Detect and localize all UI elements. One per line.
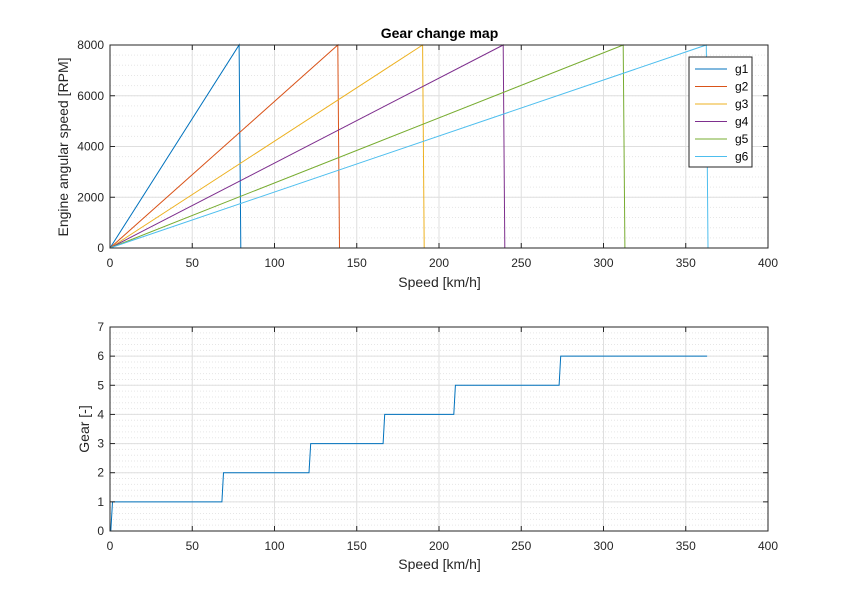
gear-change-map-axes: 0 50 100 150 200 250 300 350 4000200040006000800… [55, 25, 778, 290]
x-tick-label: 0 [107, 256, 114, 270]
legend-label-g6: g6 [735, 150, 749, 164]
x-tick-label: 150 [347, 256, 367, 270]
legend-box [688, 56, 753, 168]
y-axis-label: Engine angular speed [RPM] [55, 58, 71, 237]
chart-title: Gear change map [381, 25, 499, 41]
x-axis-label: Speed [km/h] [398, 274, 481, 290]
legend-label-g1: g1 [735, 62, 749, 76]
x-tick-label: 0 [107, 539, 114, 553]
y-tick-label: 0 [97, 524, 104, 538]
x-tick-label: 400 [758, 256, 778, 270]
y-tick-label: 4 [97, 407, 104, 421]
x-axis-label: Speed [km/h] [398, 556, 481, 572]
legend-label-g2: g2 [735, 80, 749, 94]
y-tick-label: 2 [97, 466, 104, 480]
legend-label-g4: g4 [735, 115, 749, 129]
x-tick-label: 50 [186, 256, 200, 270]
y-tick-label: 0 [97, 241, 104, 255]
x-tick-label: 300 [593, 539, 613, 553]
tick-labels: 0 50 100 150 200 250 300 350 4000200040006000800… [77, 38, 778, 270]
y-tick-label: 8000 [77, 38, 104, 52]
x-tick-label: 200 [429, 539, 449, 553]
y-tick-label: 2000 [77, 190, 104, 204]
series-line-series-1 [110, 355, 708, 532]
x-tick-label: 200 [429, 256, 449, 270]
gear-axes: 0 50 100 150 200 250 300 350 400 0 1 2 3 4 5 6 7 Speed [… [76, 320, 778, 572]
legend: g1 g2 g3 g4 g5 g6 [688, 56, 753, 168]
y-tick-label: 1 [97, 495, 104, 509]
series-lines [110, 355, 708, 532]
y-tick-label: 4000 [77, 140, 104, 154]
y-tick-label: 5 [97, 378, 104, 392]
x-tick-label: 250 [511, 539, 531, 553]
x-tick-label: 50 [186, 539, 200, 553]
x-tick-label: 400 [758, 539, 778, 553]
x-tick-label: 150 [347, 539, 367, 553]
tick-labels: 0 50 100 150 200 250 300 350 400 0 1 2 3 4 5 6 7 [97, 320, 778, 553]
x-tick-label: 250 [511, 256, 531, 270]
x-tick-label: 100 [264, 539, 284, 553]
legend-label-g3: g3 [735, 97, 749, 111]
y-tick-label: 6 [97, 349, 104, 363]
y-tick-label: 3 [97, 437, 104, 451]
y-tick-label: 6000 [77, 89, 104, 103]
x-tick-label: 300 [593, 256, 613, 270]
x-tick-label: 350 [676, 539, 696, 553]
legend-label-g5: g5 [735, 132, 749, 146]
x-tick-label: 100 [264, 256, 284, 270]
y-axis-label: Gear [-] [76, 405, 92, 452]
x-tick-label: 350 [676, 256, 696, 270]
y-tick-label: 7 [97, 320, 104, 334]
